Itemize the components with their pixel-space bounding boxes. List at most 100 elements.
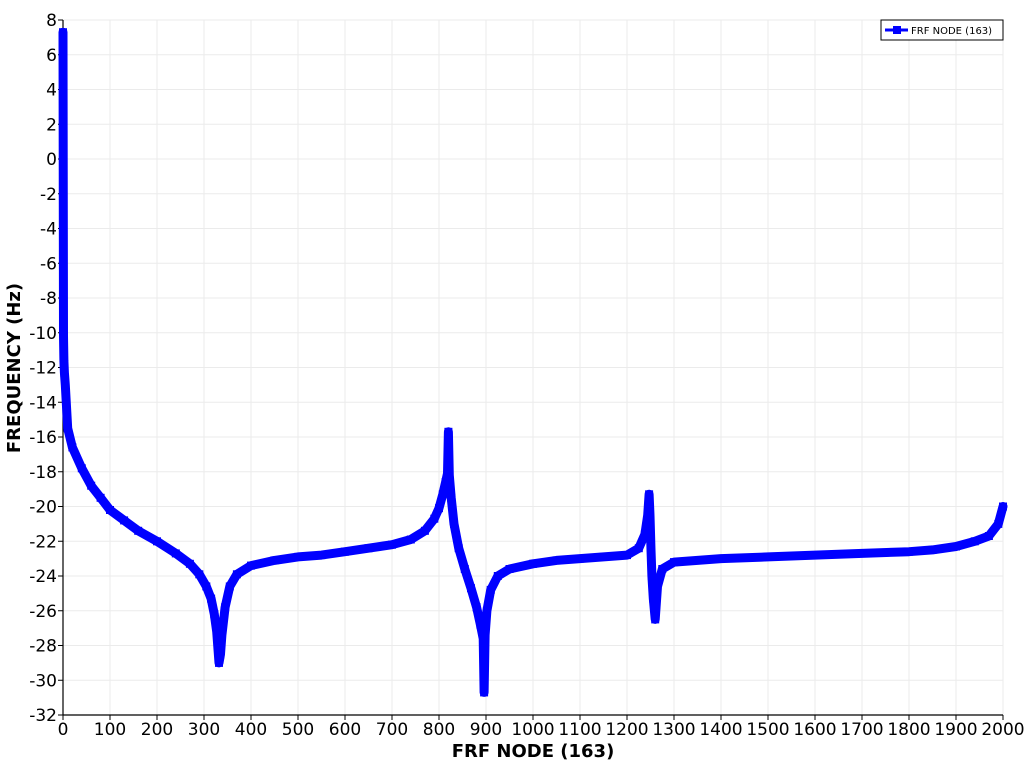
data-point xyxy=(364,544,373,553)
data-point xyxy=(447,493,456,502)
data-point xyxy=(634,544,643,553)
x-axis-title: FRF NODE (163) xyxy=(452,741,615,762)
data-point xyxy=(202,582,211,591)
data-point xyxy=(450,519,458,528)
x-tick-label: 1600 xyxy=(793,720,836,740)
data-point xyxy=(905,547,913,556)
data-point xyxy=(493,572,502,580)
y-tick-label: -26 xyxy=(29,602,57,622)
x-tick-label: 1100 xyxy=(558,720,601,740)
y-tick-label: -24 xyxy=(29,567,57,587)
x-tick-label: 1300 xyxy=(652,720,695,740)
data-point xyxy=(640,530,649,539)
data-point xyxy=(120,516,129,525)
data-point xyxy=(430,514,439,523)
y-tick-label: -28 xyxy=(29,637,57,657)
x-tick-label: 400 xyxy=(235,720,267,740)
x-tick-label: 700 xyxy=(376,720,408,740)
data-point xyxy=(928,545,937,554)
x-tick-label: 0 xyxy=(58,720,69,740)
data-point xyxy=(59,28,67,37)
data-point xyxy=(87,481,96,490)
data-point xyxy=(623,551,631,560)
y-tick-label: 2 xyxy=(46,115,57,135)
data-point xyxy=(645,490,654,499)
data-point xyxy=(658,565,667,573)
data-point xyxy=(764,552,772,561)
data-point xyxy=(505,565,514,573)
x-tick-label: 2000 xyxy=(981,720,1024,740)
data-point xyxy=(647,572,656,580)
data-point xyxy=(317,551,326,560)
data-point xyxy=(225,582,234,591)
x-tick-label: 800 xyxy=(423,720,455,740)
data-point xyxy=(207,594,216,603)
data-point xyxy=(232,570,241,579)
data-point xyxy=(482,606,491,615)
data-point xyxy=(576,554,584,563)
data-point xyxy=(153,537,161,546)
x-tick-label: 100 xyxy=(94,720,126,740)
data-point xyxy=(970,537,979,546)
y-tick-label: -22 xyxy=(29,532,57,552)
data-point xyxy=(486,585,495,594)
data-point xyxy=(59,332,68,341)
y-tick-label: 6 xyxy=(46,46,57,66)
data-point xyxy=(599,552,608,561)
data-point xyxy=(480,688,489,697)
data-point xyxy=(472,603,481,612)
data-point xyxy=(77,464,86,473)
data-point xyxy=(994,519,1003,528)
data-point xyxy=(441,478,450,487)
y-tick-label: -16 xyxy=(29,428,57,448)
data-point xyxy=(467,584,475,593)
data-point xyxy=(195,570,204,579)
data-point xyxy=(106,506,114,514)
series-layer xyxy=(58,27,1008,697)
y-tick-label: -10 xyxy=(29,324,57,344)
data-point xyxy=(646,511,654,520)
y-tick-label: -14 xyxy=(29,393,57,413)
data-point xyxy=(294,552,302,561)
data-point xyxy=(60,368,69,377)
data-point xyxy=(999,502,1007,511)
x-tick-label: 200 xyxy=(141,720,173,740)
data-point xyxy=(388,540,396,549)
data-point xyxy=(61,380,70,389)
data-point xyxy=(454,544,463,553)
data-point xyxy=(460,565,469,573)
x-tick-label: 1500 xyxy=(746,720,789,740)
data-point xyxy=(247,561,255,570)
data-point xyxy=(984,532,993,540)
data-point xyxy=(717,554,725,563)
data-point xyxy=(221,603,230,612)
x-tick-label: 1700 xyxy=(840,720,883,740)
x-tick-label: 900 xyxy=(470,720,502,740)
y-tick-label: -32 xyxy=(29,706,57,726)
data-point xyxy=(420,526,429,535)
data-point xyxy=(210,610,219,619)
data-point xyxy=(476,620,485,629)
data-point xyxy=(215,658,223,667)
data-point xyxy=(216,650,225,659)
y-tick-label: 4 xyxy=(46,81,57,101)
x-tick-label: 500 xyxy=(282,720,314,740)
data-point xyxy=(649,594,658,603)
data-point xyxy=(435,504,443,513)
data-point xyxy=(481,631,490,640)
data-point xyxy=(811,551,819,560)
legend-label: FRF NODE (163) xyxy=(911,26,992,37)
data-point xyxy=(217,631,226,640)
data-point xyxy=(651,615,660,624)
y-tick-label: -6 xyxy=(40,254,57,274)
y-tick-label: -12 xyxy=(29,359,57,379)
y-tick-label: -30 xyxy=(29,671,57,691)
legend-marker-swatch xyxy=(893,26,901,34)
grid-lines xyxy=(62,19,1004,716)
x-tick-label: 1800 xyxy=(887,720,930,740)
data-point xyxy=(63,424,72,433)
data-point xyxy=(529,559,537,568)
x-tick-label: 1900 xyxy=(934,720,977,740)
